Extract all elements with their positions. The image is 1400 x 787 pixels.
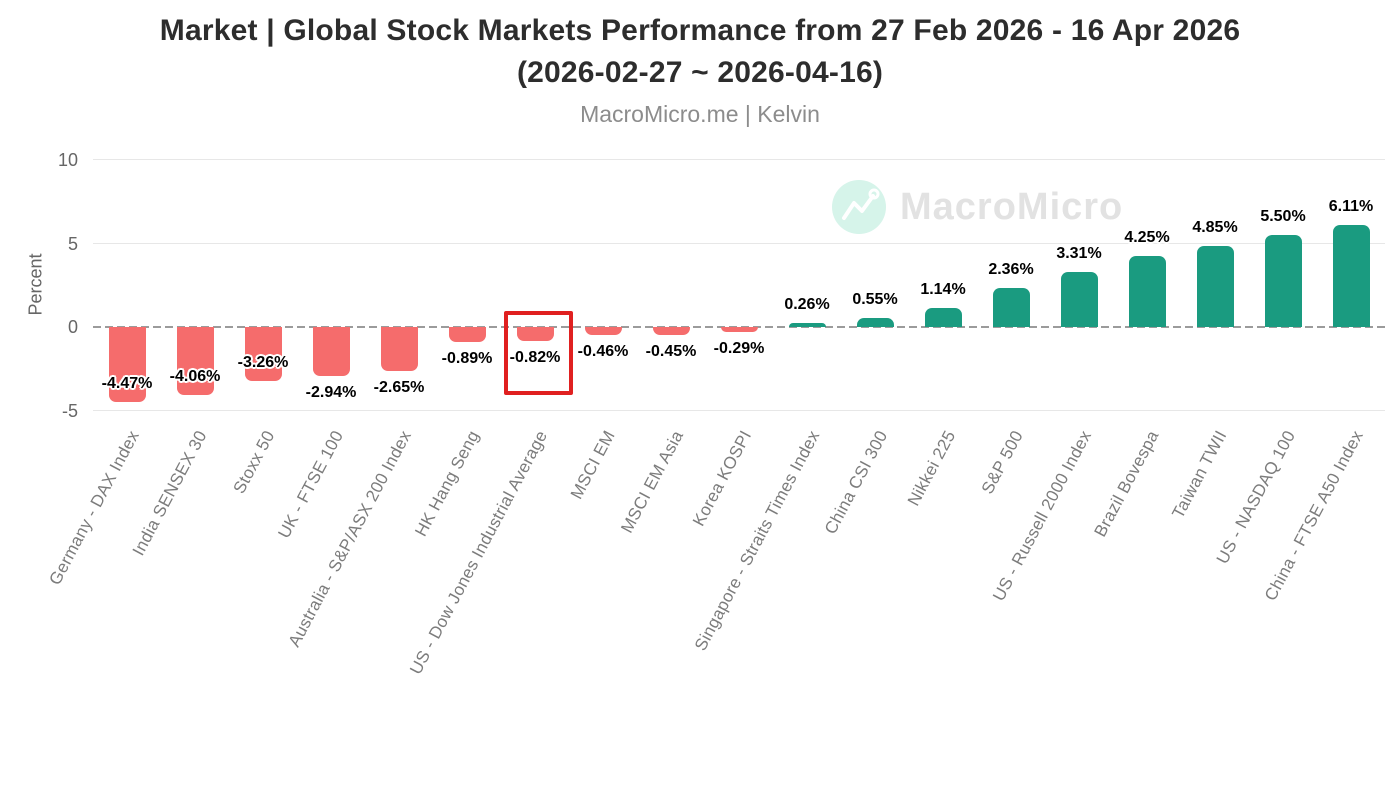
- bar-value-label: -2.65%: [373, 379, 425, 397]
- gridline: [93, 409, 1385, 411]
- gridline: [93, 159, 1385, 160]
- x-axis-label: MSCI EM: [567, 427, 619, 503]
- y-tick-label: 10: [57, 150, 78, 170]
- bar-value-label: -2.94%: [305, 384, 357, 402]
- x-axis-label: Brazil Bovespa: [1090, 427, 1163, 541]
- bar-value-label: 1.14%: [920, 280, 966, 298]
- bar-value-label: -0.45%: [645, 342, 697, 360]
- bar[interactable]: [244, 327, 282, 382]
- bar[interactable]: [312, 327, 350, 377]
- bar[interactable]: [1264, 235, 1302, 327]
- page-title-line2: (2026-02-27 ~ 2026-04-16): [516, 56, 884, 89]
- bar[interactable]: [924, 307, 962, 327]
- chart-subtitle: MacroMicro.me | Kelvin: [580, 101, 820, 127]
- x-axis-label: Nikkei 225: [903, 427, 959, 509]
- x-axis-label: US - Dow Jones Industrial Average: [405, 427, 551, 678]
- watermark: MacroMicro: [832, 180, 1123, 234]
- x-axis-label: India SENSEX 30: [129, 427, 211, 559]
- highlight-box: [504, 311, 573, 395]
- x-axis-label: Korea KOSPI: [688, 427, 755, 530]
- bar[interactable]: [380, 327, 418, 372]
- bar[interactable]: [1060, 271, 1098, 327]
- x-axis-label: MSCI EM Asia: [617, 427, 687, 537]
- bar-value-label: 0.26%: [784, 295, 830, 313]
- bar[interactable]: [584, 327, 622, 335]
- gridline: [93, 242, 1385, 244]
- bar[interactable]: [176, 327, 214, 395]
- bar-value-label: 3.31%: [1056, 244, 1102, 262]
- bar-value-label: -0.46%: [577, 342, 629, 360]
- bar[interactable]: [856, 317, 894, 327]
- x-axis-label: Stoxx 50: [229, 427, 279, 497]
- x-axis-label: China CSI 300: [820, 427, 891, 538]
- bar[interactable]: [1196, 246, 1234, 327]
- bar[interactable]: [992, 287, 1030, 327]
- bar-value-label: 4.85%: [1192, 219, 1238, 236]
- bar-value-label: 5.50%: [1260, 208, 1306, 226]
- bar-value-label: 4.25%: [1124, 229, 1170, 247]
- x-axis-label: Taiwan TWII: [1168, 427, 1231, 522]
- bar[interactable]: [448, 327, 486, 342]
- bar-value-label: -4.06%: [169, 367, 221, 385]
- bar[interactable]: [652, 327, 690, 335]
- y-tick-label: 5: [67, 233, 78, 254]
- x-axis-label: Singapore - Straits Times Index: [690, 427, 823, 654]
- page-title-line1: Market | Global Stock Markets Performanc…: [159, 14, 1241, 47]
- y-tick-label: -5: [61, 400, 78, 421]
- bar-value-label: 2.36%: [988, 260, 1034, 278]
- bar[interactable]: [108, 327, 146, 402]
- x-axis-label: UK - FTSE 100: [274, 427, 347, 542]
- bar[interactable]: [1332, 224, 1370, 327]
- x-axis-label: Germany - DAX Index: [45, 427, 143, 589]
- x-axis-label: HK Hang Seng: [411, 427, 483, 540]
- x-axis-label: S&P 500: [977, 427, 1027, 498]
- bar-value-label: -0.29%: [713, 339, 765, 357]
- chart-header: Market | Global Stock Markets Performanc…: [0, 10, 1400, 128]
- bar-value-label: 0.55%: [852, 290, 898, 308]
- bar[interactable]: [1128, 256, 1166, 327]
- bar[interactable]: [788, 322, 826, 327]
- bar[interactable]: [720, 327, 758, 332]
- x-axis-label: Australia - S&P/ASX 200 Index: [284, 427, 415, 650]
- macromicro-logo-icon: [832, 180, 886, 234]
- y-tick-label: 0: [67, 317, 78, 337]
- bar-value-label: -0.89%: [441, 349, 493, 367]
- bar[interactable]: [516, 327, 554, 341]
- watermark-text: MacroMicro: [900, 185, 1124, 228]
- bar-value-label: 6.11%: [1328, 197, 1374, 215]
- bar-value-label: -4.47%: [101, 374, 153, 392]
- bar-value-label: -3.26%: [237, 354, 289, 372]
- bar-value-label: -0.82%: [509, 348, 561, 366]
